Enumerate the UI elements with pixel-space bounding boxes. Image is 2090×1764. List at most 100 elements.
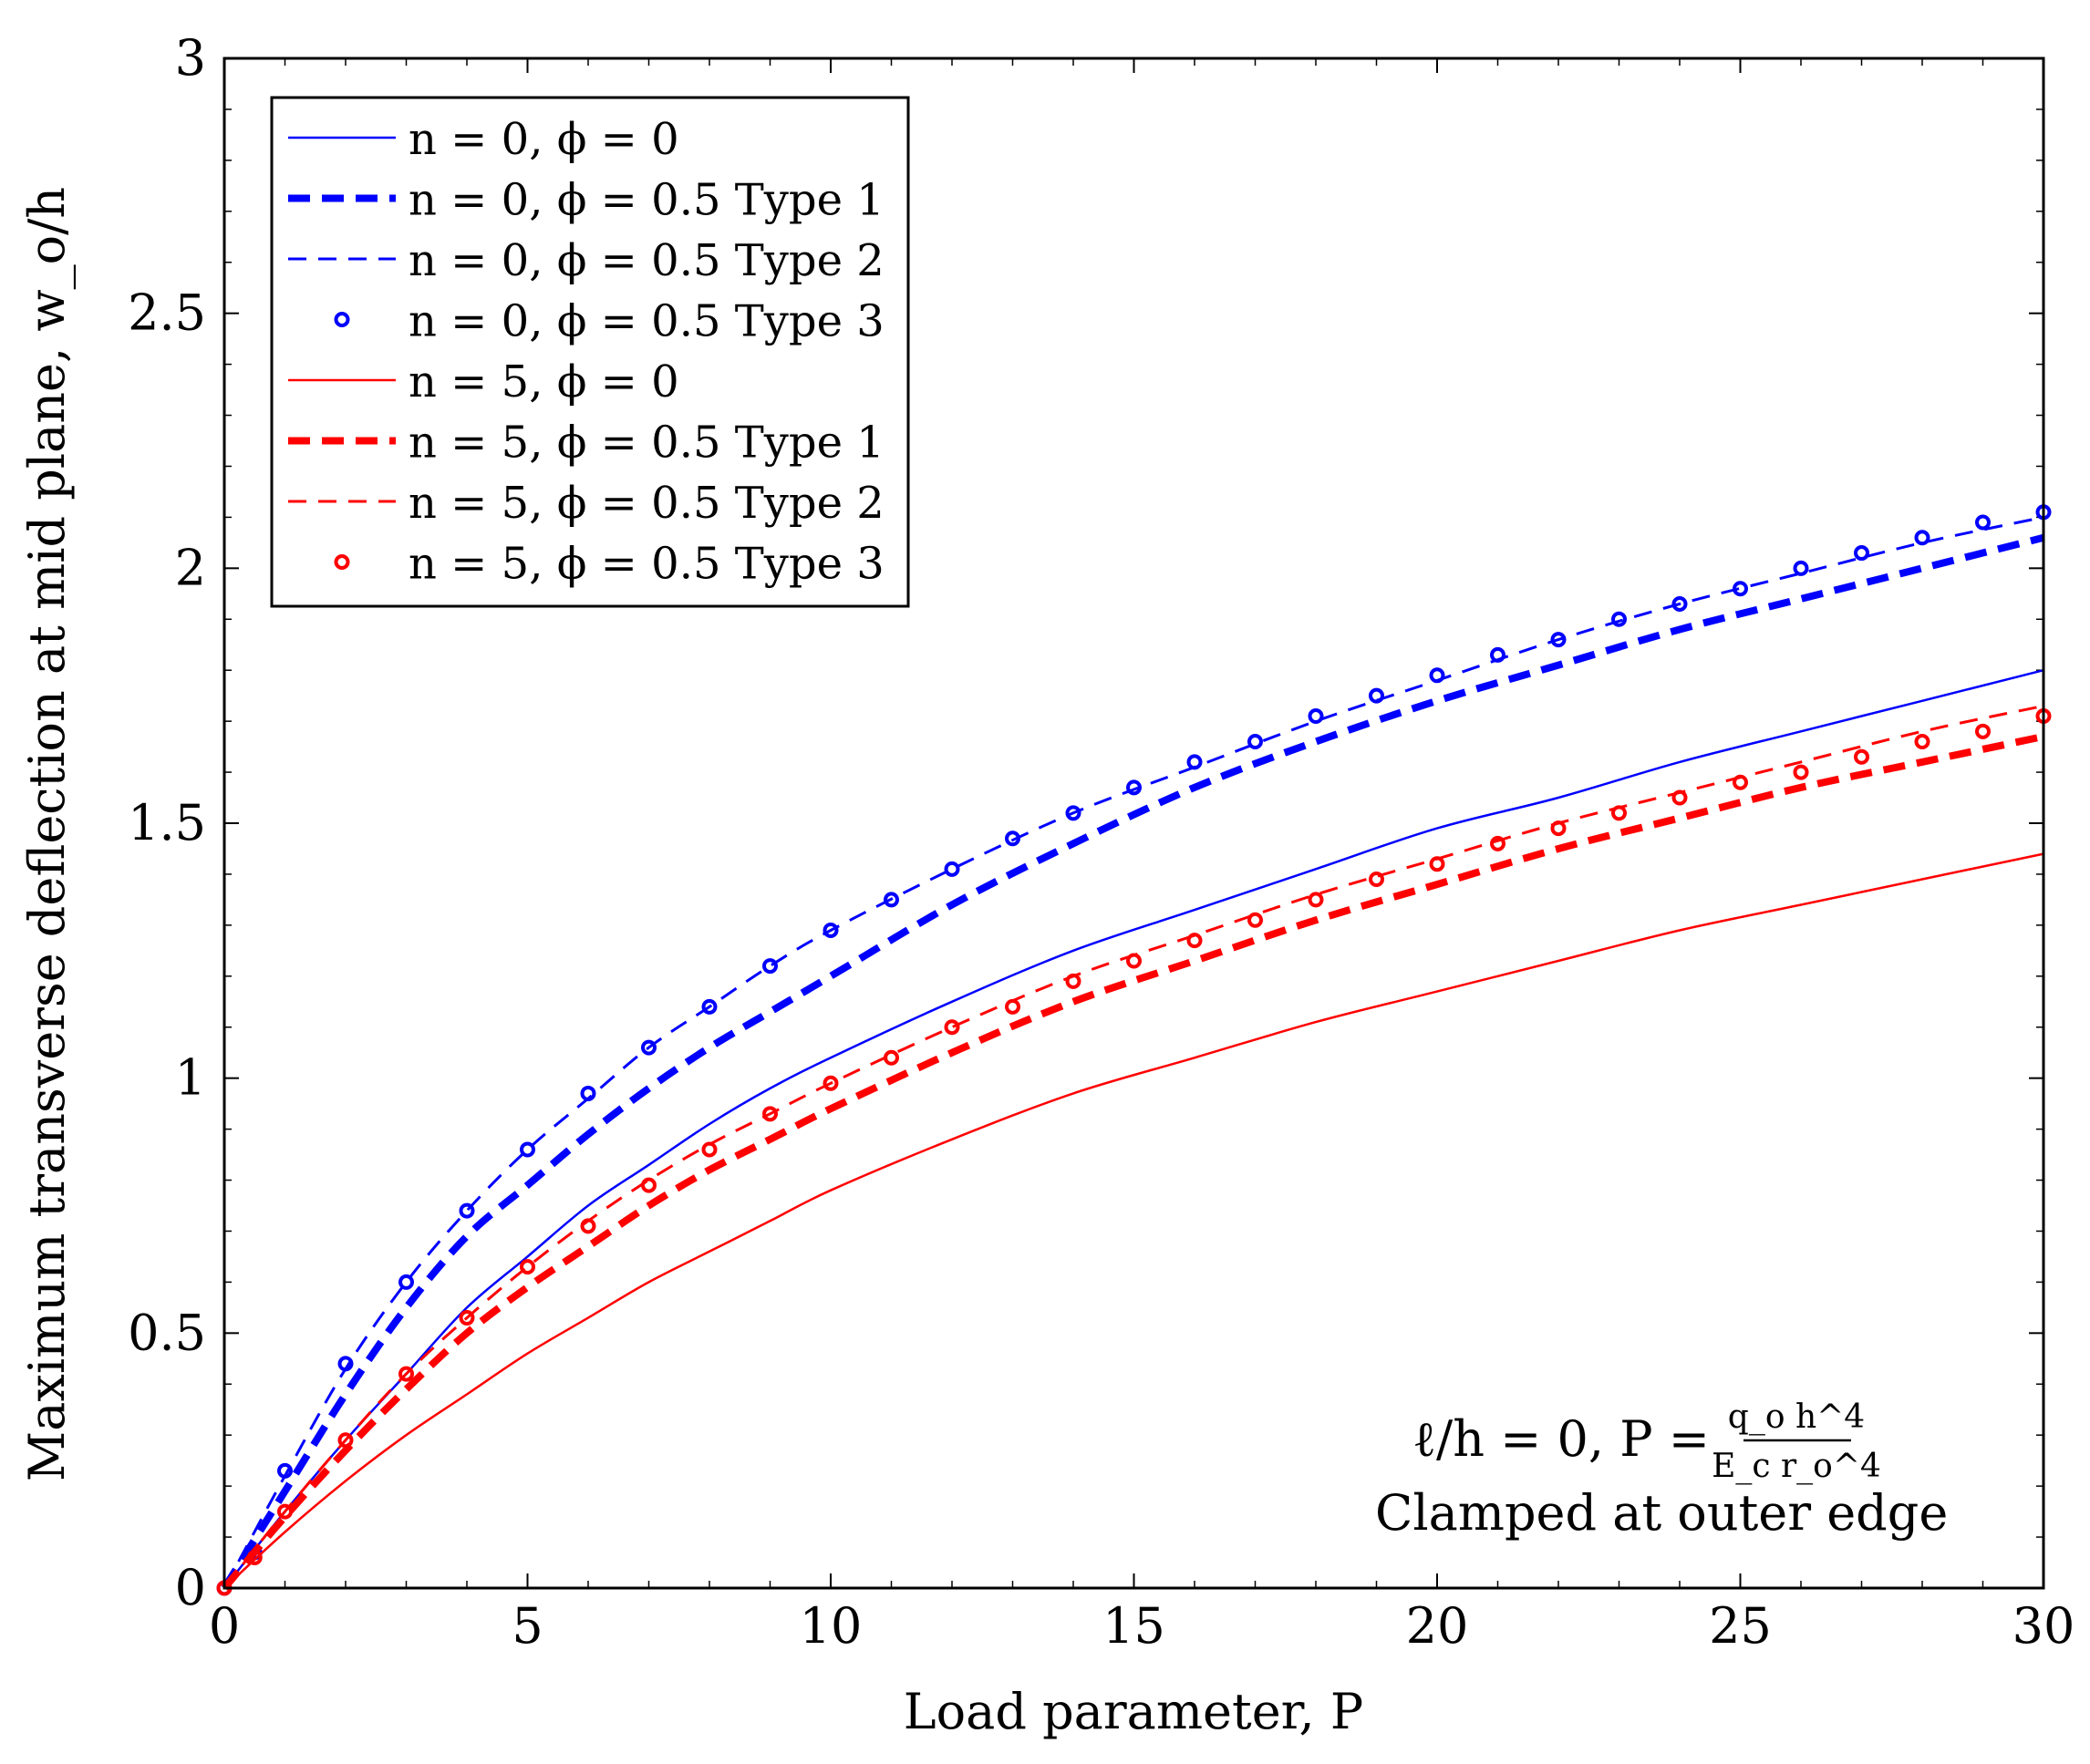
series-8-point	[1671, 789, 1688, 806]
y-tick-label: 0	[175, 1559, 206, 1616]
series-4-point	[944, 861, 960, 877]
legend-label: n = 5, ϕ = 0.5 Type 2	[409, 478, 885, 529]
series-4-point	[1186, 754, 1203, 770]
y-tick-label: 2.5	[128, 284, 206, 342]
series-8-point	[1733, 774, 1748, 790]
y-axis-label: Maximum transverse deflection at mid pla…	[18, 187, 76, 1481]
legend-marker	[334, 312, 350, 327]
x-tick-label: 15	[1102, 1597, 1165, 1655]
series-4-point	[1005, 830, 1020, 847]
series-2-line	[221, 533, 2044, 1591]
series-6-line	[221, 732, 2044, 1591]
annotation-frac-num: q_o h^4	[1728, 1398, 1865, 1436]
series-8-point	[884, 1049, 899, 1066]
series-4-point	[1914, 530, 1930, 546]
major-ticks	[223, 57, 2044, 1589]
series-8-point	[1065, 973, 1081, 989]
series-4-point	[701, 998, 718, 1015]
series-8-point	[398, 1366, 414, 1382]
series-1-line	[223, 668, 2044, 1589]
series-8-point	[1308, 892, 1324, 908]
series-8-point	[944, 1019, 960, 1036]
series-8-point	[520, 1259, 535, 1275]
legend-entry: n = 5, ϕ = 0.5 Type 3	[334, 539, 885, 590]
series-8-point	[337, 1432, 354, 1449]
annotation-line2: Clamped at outer edge	[1375, 1484, 1948, 1542]
legend: n = 0, ϕ = 0 n = 0, ϕ = 0.5 Type 1 n = 0, …	[270, 96, 910, 608]
legend-label: n = 5, ϕ = 0.5 Type 1	[409, 418, 885, 469]
series-4-point	[762, 958, 778, 975]
legend-entry: n = 0, ϕ = 0.5 Type 2	[288, 235, 885, 286]
series-4-point	[641, 1039, 657, 1056]
y-tick-label: 2	[175, 539, 206, 596]
series-8-point	[1186, 933, 1203, 949]
legend-marker	[334, 554, 350, 570]
series-8-point	[459, 1310, 475, 1326]
x-tick-label: 5	[512, 1597, 543, 1655]
series-8-point	[1550, 820, 1567, 837]
series-6	[221, 732, 2044, 1591]
series-4-point	[1975, 514, 1991, 531]
legend-label: n = 0, ϕ = 0.5 Type 3	[409, 296, 885, 347]
x-tick-label: 10	[800, 1597, 863, 1655]
series-4-point	[884, 892, 899, 908]
tick-labels: 0 5 10 15 20 25 30 0 0.5 1 1.5 2 2.5 3	[128, 29, 2074, 1655]
series-4-point	[1065, 805, 1081, 821]
series-8-point	[1247, 912, 1263, 928]
series-4-point	[1854, 545, 1869, 562]
series-4-point	[1429, 667, 1445, 684]
series-8-point	[1975, 723, 1991, 739]
series-4-point	[1126, 779, 1142, 796]
series-3-line	[222, 515, 2044, 1589]
series-4-point	[1550, 632, 1567, 648]
y-tick-label: 0.5	[128, 1304, 206, 1361]
legend-entry: n = 0, ϕ = 0.5 Type 3	[334, 296, 885, 347]
series-8-point	[641, 1177, 657, 1193]
series-2	[221, 533, 2044, 1591]
series-5	[223, 852, 2044, 1589]
series-8-point	[1490, 835, 1505, 851]
series-4-point	[580, 1085, 596, 1101]
y-tick-label: 1.5	[128, 794, 206, 851]
series-8-point	[1854, 748, 1869, 765]
series-4-point	[1308, 708, 1324, 725]
series-4-point	[398, 1274, 414, 1290]
legend-label: n = 0, ϕ = 0.5 Type 2	[409, 235, 885, 286]
x-tick-label: 30	[2012, 1597, 2075, 1655]
series-layer	[216, 504, 2052, 1596]
series-4-point	[277, 1462, 293, 1479]
series-8-point	[246, 1549, 263, 1565]
series-4-point	[1490, 646, 1505, 663]
series-8-point	[762, 1106, 778, 1122]
x-tick-label: 20	[1406, 1597, 1469, 1655]
y-tick-label: 3	[175, 29, 206, 87]
legend-entries: n = 0, ϕ = 0 n = 0, ϕ = 0.5 Type 1 n = 0, …	[288, 114, 885, 590]
series-8-point	[1793, 764, 1809, 780]
series-4-point	[1671, 595, 1688, 612]
annotation-line1: ℓ/h = 0, P =	[1412, 1410, 1710, 1468]
plot-frame	[222, 57, 2045, 1590]
series-8-point	[823, 1075, 839, 1091]
series-8-point	[277, 1503, 293, 1520]
series-1	[223, 668, 2044, 1589]
series-8-point	[1611, 805, 1627, 821]
series-8-point	[1369, 872, 1384, 888]
series-4-point	[823, 922, 839, 938]
series-8-point	[1126, 953, 1142, 969]
series-4-point	[1611, 611, 1627, 627]
legend-label: n = 0, ϕ = 0.5 Type 1	[409, 175, 885, 226]
legend-label: n = 5, ϕ = 0.5 Type 3	[409, 539, 885, 590]
legend-entry: n = 5, ϕ = 0.5 Type 2	[288, 478, 885, 529]
series-8-point	[1005, 998, 1020, 1015]
annotation-frac-den: E_c r_o^4	[1712, 1448, 1881, 1485]
x-tick-label: 0	[209, 1597, 240, 1655]
series-4-point	[1247, 734, 1263, 750]
series-8-point	[1429, 856, 1445, 872]
legend-entry: n = 5, ϕ = 0	[288, 356, 679, 407]
series-4-point	[520, 1141, 535, 1158]
series-4-point	[459, 1202, 475, 1219]
series-4-point	[1733, 581, 1748, 597]
series-3	[222, 515, 2044, 1589]
legend-entry: n = 0, ϕ = 0.5 Type 1	[288, 175, 885, 226]
